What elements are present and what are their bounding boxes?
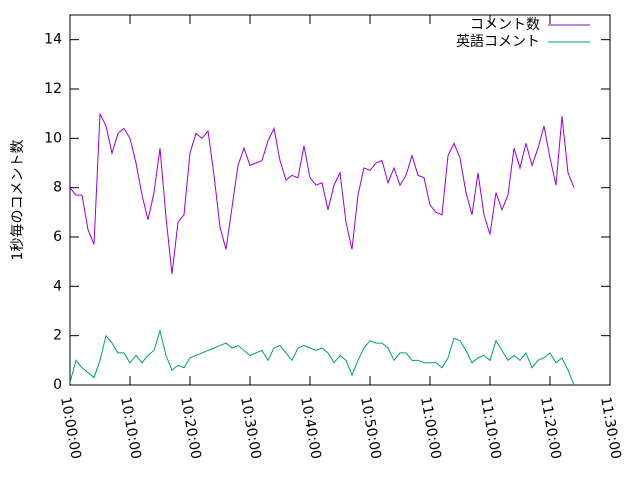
- x-tick-label: 10:40:00: [297, 396, 324, 461]
- y-tick-label: 10: [44, 130, 62, 146]
- y-tick-label: 0: [53, 377, 62, 393]
- series-line: [69, 113, 575, 275]
- x-tick-label: 11:20:00: [537, 396, 564, 461]
- x-tick-label: 10:30:00: [237, 396, 264, 461]
- series-line: [69, 328, 575, 386]
- x-tick-label: 10:00:00: [57, 396, 84, 461]
- y-tick-label: 6: [53, 229, 62, 245]
- x-tick-label: 11:00:00: [417, 396, 444, 461]
- y-tick-label: 2: [53, 328, 62, 344]
- y-tick-label: 8: [53, 180, 62, 196]
- x-tick-label: 10:20:00: [177, 396, 204, 461]
- x-tick-label: 11:30:00: [597, 396, 624, 461]
- plot-frame: [69, 14, 611, 386]
- legend-label: 英語コメント: [456, 33, 540, 50]
- y-tick-label: 4: [53, 278, 62, 294]
- legend-label: コメント数: [470, 17, 540, 33]
- x-tick-label: 10:10:00: [117, 396, 144, 461]
- y-tick-label: 12: [44, 81, 62, 97]
- x-tick-label: 10:50:00: [357, 396, 384, 461]
- y-axis-label: 1秒毎のコメント数: [10, 140, 26, 261]
- x-tick-label: 11:10:00: [477, 396, 504, 461]
- y-tick-label: 14: [44, 32, 62, 48]
